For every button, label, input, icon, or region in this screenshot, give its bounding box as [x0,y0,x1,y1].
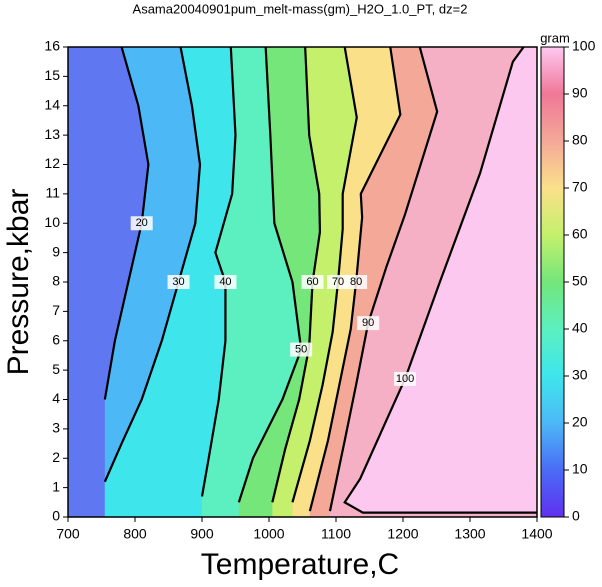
contour-label: 100 [396,373,414,385]
x-tick-label: 1300 [454,526,485,542]
colorbar-tick-label: 90 [572,85,588,101]
y-tick-label: 1 [52,478,60,494]
y-tick-label: 14 [44,96,60,112]
contour-label: 80 [350,276,362,288]
contour-label-bg [394,371,417,386]
colorbar-tick-label: 0 [572,508,580,524]
contour-label: 60 [306,276,318,288]
contour-label: 20 [136,217,148,229]
y-tick-label: 7 [52,302,60,318]
plot-area [68,47,537,517]
x-tick-label: 900 [190,526,214,542]
contour-label-bg [290,342,313,357]
contour-line [328,47,439,512]
y-tick-label: 3 [52,420,60,436]
y-tick-label: 12 [44,155,60,171]
colorbar-tick-label: 60 [572,226,588,242]
y-tick-label: 5 [52,361,60,377]
y-tick-label: 4 [52,390,60,406]
x-axis-label: Temperature,C [201,548,399,581]
colorbar-tick-label: 30 [572,367,588,383]
contour-label-bg [327,275,350,289]
contour-label: 30 [172,276,184,288]
x-tick-label: 700 [56,526,80,542]
colorbar-tick-label: 80 [572,132,588,148]
y-tick-label: 10 [44,214,60,230]
y-tick-label: 9 [52,243,60,259]
colorbar-label: gram [540,30,570,45]
colorbar-tick-label: 20 [572,414,588,430]
colorbar-tick-label: 70 [572,179,588,195]
x-tick-label: 1400 [521,526,552,542]
contour-label-bg [301,275,324,289]
colorbar-tick-label: 10 [572,461,588,477]
contour-label: 40 [219,276,231,288]
contour-label: 90 [362,317,374,329]
colorbar [540,46,565,518]
colorbar-tick-label: 100 [572,38,596,54]
y-tick-label: 15 [44,67,60,83]
y-tick-label: 2 [52,449,60,465]
x-tick-label: 800 [123,526,147,542]
contour-label-bg [345,275,368,289]
y-axis-label: Pressure,kbar [2,189,35,376]
y-tick-label: 16 [44,38,60,54]
y-tick-label: 13 [44,126,60,142]
colorbar-tick-label: 40 [572,320,588,336]
contour-label-bg [167,275,190,289]
contour-line [237,47,303,503]
contour-label: 70 [332,276,344,288]
y-tick-label: 11 [45,185,60,201]
y-tick-label: 0 [52,508,60,524]
chart-title: Asama20040901pum_melt-mass(gm)_H2O_1.0_P… [133,1,468,16]
contour-label-bg [130,216,153,231]
x-tick-label: 1200 [387,526,418,542]
colorbar-tick-label: 50 [572,273,588,289]
contour-label-bg [357,316,380,331]
y-tick-label: 8 [52,273,60,289]
x-tick-label: 1000 [253,526,284,542]
y-tick-label: 6 [52,331,60,347]
contour-label: 50 [295,343,307,355]
contour-label-bg [214,275,237,289]
x-tick-label: 1100 [321,526,351,542]
